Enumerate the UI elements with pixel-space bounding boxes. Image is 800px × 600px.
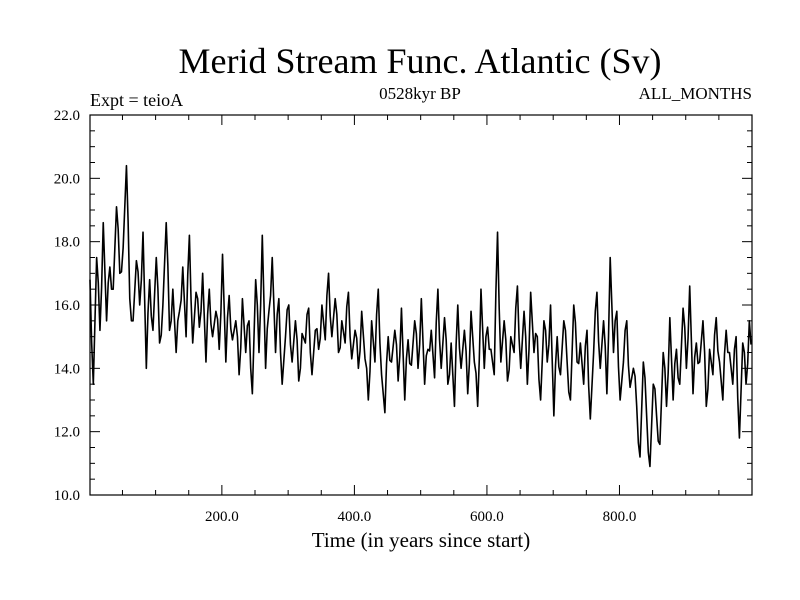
x-axis-label: Time (in years since start) — [312, 528, 531, 552]
y-tick-label: 16.0 — [54, 298, 80, 314]
series-line — [89, 164, 752, 468]
months-label: ALL_MONTHS — [639, 84, 752, 103]
x-tick-label: 200.0 — [205, 509, 239, 525]
y-tick-label: 22.0 — [54, 108, 80, 124]
y-tick-label: 10.0 — [54, 488, 80, 504]
chart-title: Merid Stream Func. Atlantic (Sv) — [179, 41, 662, 81]
experiment-label: Expt = teioA — [90, 90, 183, 110]
tick-labels: 200.0 400.0 600.0 800.0 10.0 12.0 14.0 16.0 18.0… — [54, 108, 637, 525]
x-tick-label: 600.0 — [470, 509, 504, 525]
series-group — [89, 164, 752, 468]
y-tick-label: 14.0 — [54, 361, 80, 377]
y-tick-label: 18.0 — [54, 235, 80, 251]
y-tick-label: 20.0 — [54, 171, 80, 187]
x-tick-label: 800.0 — [603, 509, 637, 525]
period-label: 0528kyr BP — [379, 84, 461, 103]
y-tick-label: 12.0 — [54, 425, 80, 441]
x-tick-label: 400.0 — [338, 509, 372, 525]
